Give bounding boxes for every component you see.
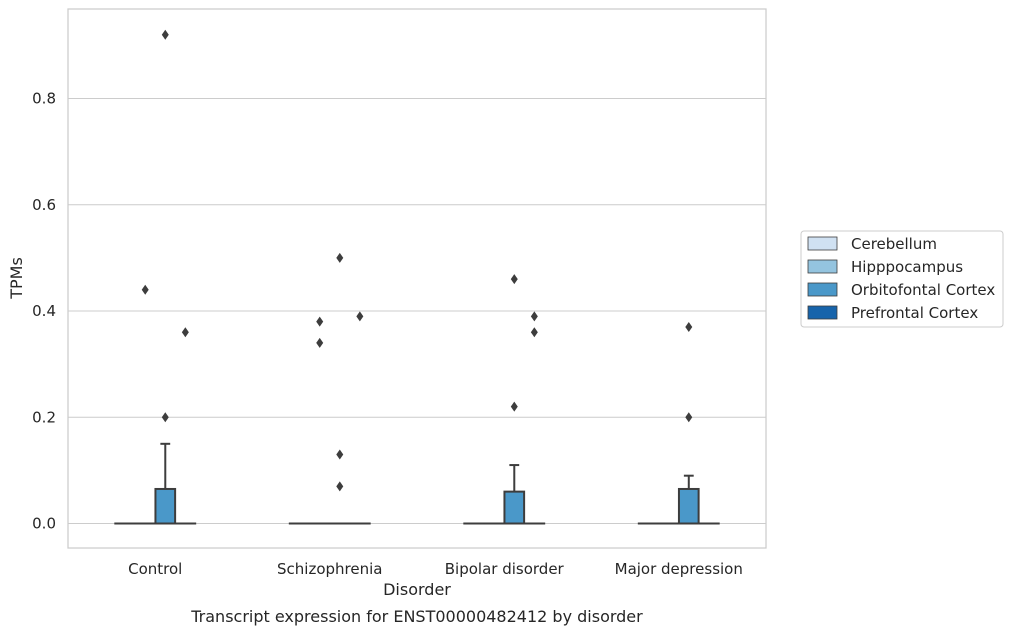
legend-label: Cerebellum <box>851 235 937 253</box>
chart-caption: Transcript expression for ENST0000048241… <box>190 607 643 626</box>
box <box>503 490 526 525</box>
outlier-point <box>181 327 189 338</box>
outliers-layer <box>141 29 693 492</box>
outlier-point <box>316 337 324 348</box>
outlier-point <box>685 412 693 423</box>
outlier-point <box>336 449 344 460</box>
x-axis-title: Disorder <box>383 580 451 599</box>
legend-frame <box>800 230 1004 328</box>
y-tick-label: 0.4 <box>32 302 56 320</box>
box <box>154 487 177 525</box>
outlier-point <box>336 252 344 263</box>
outlier-point <box>510 274 518 285</box>
y-tick-label: 0.0 <box>32 515 56 533</box>
boxes-layer <box>114 442 720 525</box>
outlier-point <box>685 321 693 332</box>
y-tick-label: 0.6 <box>32 196 56 214</box>
outlier-point <box>316 316 324 327</box>
legend-swatch <box>807 282 838 297</box>
y-axis-title: TPMs <box>7 257 26 300</box>
legend-label: Orbitofontal Cortex <box>851 281 995 299</box>
outlier-point <box>530 327 538 338</box>
y-tick-label: 0.8 <box>32 90 56 108</box>
plot-frame <box>67 8 767 549</box>
outlier-point <box>530 311 538 322</box>
box <box>677 487 700 525</box>
legend-swatch <box>807 305 838 320</box>
legend-swatch <box>807 236 838 251</box>
outlier-point <box>510 401 518 412</box>
legend-label: Hipppocampus <box>851 258 963 276</box>
y-tick-labels: 0.0 0.2 0.4 0.6 0.8 <box>32 90 56 533</box>
outlier-point <box>356 311 364 322</box>
outlier-point <box>141 284 149 295</box>
x-tick-label: Schizophrenia <box>277 560 382 578</box>
legend-label: Prefrontal Cortex <box>851 304 978 322</box>
x-tick-label: Major depression <box>615 560 743 578</box>
outlier-point <box>336 481 344 492</box>
outlier-point <box>161 29 169 40</box>
x-tick-label: Control <box>128 560 182 578</box>
x-tick-label: Bipolar disorder <box>445 560 565 578</box>
outlier-point <box>161 412 169 423</box>
x-tick-labels: Control Schizophrenia Bipolar disorder Majo… <box>128 560 743 578</box>
legend: Cerebellum Hipppocampus Orbitofontal Corte… <box>800 230 1004 328</box>
legend-swatch <box>807 259 838 274</box>
y-tick-label: 0.2 <box>32 408 56 426</box>
plot-background <box>68 9 766 548</box>
